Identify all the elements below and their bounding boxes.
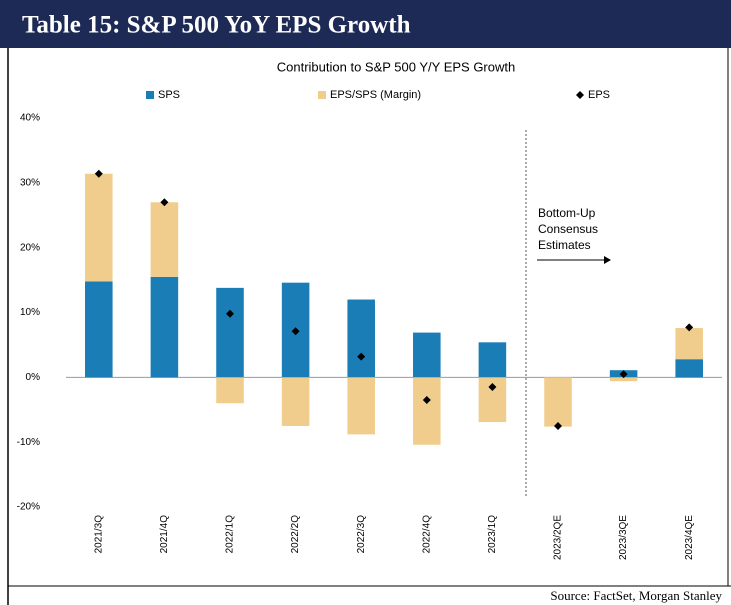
bar [675,359,703,378]
x-tick-label: 2022/4Q [421,515,432,554]
chart-title: Contribution to S&P 500 Y/Y EPS Growth [277,59,515,74]
y-tick-label: 0% [26,372,41,383]
legend-swatch [318,91,326,99]
eps-marker [291,327,300,336]
y-tick-label: 40% [20,113,40,124]
x-tick-label: 2022/1Q [225,515,236,554]
bar [544,377,572,427]
source-note: Source: FactSet, Morgan Stanley [550,588,722,603]
y-tick-label: 30% [20,177,40,188]
y-tick-label: -20% [17,502,40,513]
legend-label: EPS/SPS (Margin) [330,89,421,101]
annotation-arrowhead [604,256,611,264]
eps-marker [619,370,628,379]
bar [413,332,441,378]
bar [216,287,244,378]
bar [150,202,179,277]
bar [347,299,375,378]
legend-marker [576,91,584,99]
legend-label: SPS [158,89,180,101]
eps-marker [685,323,694,332]
eps-marker [94,169,103,178]
bar [413,377,441,445]
bar [478,342,507,378]
x-tick-label: 2021/4Q [159,515,170,554]
bar [281,377,310,426]
legend-label: EPS [588,89,610,101]
bar [85,281,113,378]
bar [150,276,179,378]
eps-marker [488,383,497,392]
x-tick-label: 2022/2Q [290,515,301,554]
y-tick-label: 20% [20,242,40,253]
x-tick-label: 2021/3Q [93,515,104,554]
bar [675,328,703,360]
x-tick-label: 2023/2QE [553,515,564,560]
annotation: Bottom-Up [538,206,596,220]
x-tick-label: 2022/3Q [356,515,367,554]
legend-swatch [146,91,154,99]
bar [347,377,375,435]
annotation: Consensus [538,222,598,236]
bar [216,377,244,404]
x-tick-label: 2023/1Q [487,515,498,554]
bar [85,173,113,282]
annotation: Estimates [538,238,591,252]
eps-marker [422,396,431,405]
y-tick-label: -10% [17,437,40,448]
eps-marker [357,352,366,361]
eps-marker [554,421,562,430]
x-tick-label: 2023/4QE [684,515,695,560]
bar [609,377,638,382]
x-tick-label: 2023/3QE [618,515,629,560]
eps-marker [226,309,234,318]
page-title: Table 15: S&P 500 YoY EPS Growth [22,12,411,39]
y-tick-label: 10% [20,307,40,318]
header-bar [0,0,731,48]
eps-marker [160,198,169,207]
